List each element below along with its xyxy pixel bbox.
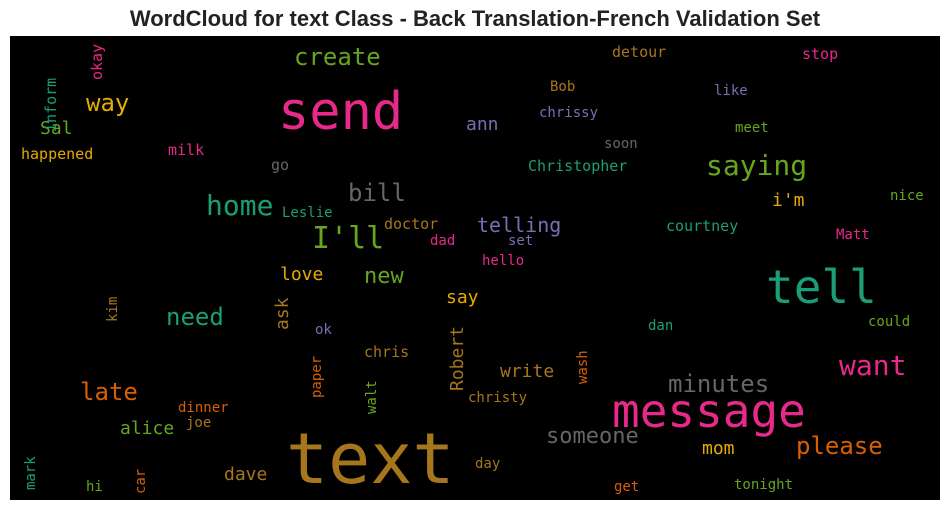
wordcloud-word: stop [802,45,839,63]
wordcloud-word: I'll [312,221,385,256]
wordcloud-word: create [294,43,381,71]
wordcloud-word: day [475,456,501,472]
wordcloud-word: milk [168,141,205,159]
wordcloud-word: mom [702,438,735,459]
wordcloud-word: christy [468,390,528,406]
wordcloud-word: minutes [668,370,770,398]
wordcloud-word: car [133,468,149,494]
wordcloud-word: get [614,479,640,495]
wordcloud-word: Sal [40,118,73,139]
wordcloud-word: late [80,378,138,406]
wordcloud-word: meet [735,120,769,136]
wordcloud-word: chrissy [539,105,599,121]
wordcloud-word: hi [86,479,103,495]
wordcloud-word: detour [612,43,667,61]
wordcloud-word: could [868,314,911,330]
wordcloud-word: dan [648,318,674,334]
wordcloud-word: set [508,233,534,249]
wordcloud-word: want [839,349,907,382]
wordcloud-word: need [166,303,224,331]
chart-title: WordCloud for text Class - Back Translat… [129,6,821,31]
wordcloud-word: courtney [666,217,739,235]
wordcloud-word: Robert [447,325,468,391]
wordcloud-word: Matt [836,227,870,243]
wordcloud-word: please [796,432,883,460]
wordcloud-word: inform [42,77,60,132]
wordcloud-word: like [714,83,748,99]
wordcloud-word: Bob [550,79,576,95]
wordcloud-word: paper [309,355,325,398]
wordcloud-word: tell [766,260,877,314]
wordcloud-word: love [280,264,324,285]
wordcloud-word: alice [120,418,175,439]
wordcloud-word: i'm [772,190,805,211]
word-cloud-canvas: text send message tell I'll saying home want cre… [10,36,940,500]
wordcloud-word: telling [477,213,562,237]
wordcloud-word: dinner [178,400,229,416]
wordcloud-word: wash [575,350,591,384]
wordcloud-word: saying [706,149,808,182]
wordcloud-word: Christopher [528,157,628,175]
wordcloud-word: text [286,418,455,500]
wordcloud-word: go [271,156,290,174]
wordcloud-word: send [278,82,404,142]
wordcloud-word: hello [482,253,525,269]
wordcloud-word: new [364,264,404,289]
wordcloud-word: doctor [384,215,439,233]
wordcloud-word: tonight [734,477,794,493]
wordcloud-word: message [612,384,806,438]
wordcloud-word: Leslie [282,205,333,221]
wordcloud-word: kim [105,296,121,322]
wordcloud-word: dad [430,233,456,249]
wordcloud-word: nice [890,188,924,204]
wordcloud-word: mark [23,456,39,490]
wordcloud-word: ann [466,114,499,135]
wordcloud-word: happened [21,145,94,163]
wordcloud-word: bill [348,179,406,207]
wordcloud-word: someone [546,424,639,449]
wordcloud-word: ok [315,322,332,338]
wordcloud-word: home [206,189,274,222]
wordcloud-word: write [500,361,555,382]
wordcloud-word: okay [88,43,106,80]
wordcloud-word: walt [364,380,380,414]
wordcloud-word: ask [272,297,293,330]
wordcloud-word: way [86,89,130,117]
wordcloud-word: soon [604,136,638,152]
wordcloud-word: dave [224,464,268,485]
wordcloud-word: say [446,287,479,308]
wordcloud-word: joe [186,415,212,431]
wordcloud-word: chris [364,343,410,361]
